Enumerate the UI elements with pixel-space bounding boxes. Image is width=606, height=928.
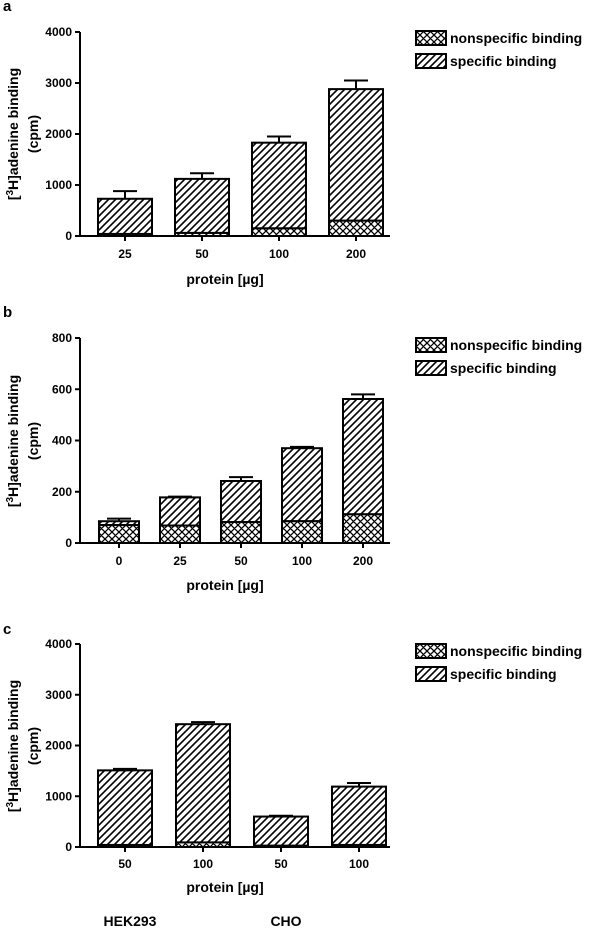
bar-specific xyxy=(342,397,384,516)
x-tick-label: 50 xyxy=(118,857,132,871)
y-tick-label: 800 xyxy=(52,331,72,345)
bar-nonspecific xyxy=(159,524,201,545)
legend-label-specific: specific binding xyxy=(450,666,557,682)
legend-swatch-specific xyxy=(415,53,447,69)
x-tick-label: 100 xyxy=(193,857,213,871)
bar-specific xyxy=(253,815,309,847)
x-axis-label: protein [µg] xyxy=(186,577,263,593)
panel-label: a xyxy=(3,0,12,15)
legend-label-specific: specific binding xyxy=(450,360,557,376)
y-tick-label: 200 xyxy=(52,485,72,499)
bar-specific xyxy=(281,447,323,523)
x-tick-label: 50 xyxy=(274,857,288,871)
x-axis-label: protein [µg] xyxy=(186,271,263,287)
legend-label-nonspecific: nonspecific binding xyxy=(450,337,582,353)
legend-swatch-nonspecific xyxy=(415,30,447,46)
bar-nonspecific xyxy=(253,844,309,849)
bar-nonspecific xyxy=(342,513,384,544)
panel-b: b 0 200 400 600 800 0 25 50 100 200 protein [µg] [3H… xyxy=(3,304,582,593)
legend-swatch-nonspecific xyxy=(415,337,447,353)
panel-label: b xyxy=(3,304,12,321)
y-axis-label-unit: (cpm) xyxy=(25,115,41,153)
legend-label-nonspecific: nonspecific binding xyxy=(450,30,582,46)
x-axis-label: protein [µg] xyxy=(186,879,263,895)
y-tick-label: 400 xyxy=(52,434,72,448)
x-tick-label: 50 xyxy=(195,247,209,261)
y-tick-label: 3000 xyxy=(45,76,72,90)
legend-swatch-nonspecific xyxy=(415,643,447,659)
bar-specific xyxy=(251,141,307,230)
group-label: HEK293 xyxy=(104,913,157,928)
x-tick-label: 100 xyxy=(292,554,312,568)
bar-nonspecific xyxy=(98,524,140,544)
y-tick-label: 3000 xyxy=(45,688,72,702)
bar-nonspecific xyxy=(97,843,153,848)
y-tick-label: 0 xyxy=(65,536,72,550)
y-axis-label-unit: (cpm) xyxy=(25,422,41,460)
bar-nonspecific xyxy=(328,219,384,237)
bar-nonspecific xyxy=(175,841,231,848)
x-tick-label: 0 xyxy=(116,554,123,568)
y-tick-label: 4000 xyxy=(45,637,72,651)
bar-specific xyxy=(328,88,384,222)
y-tick-label: 2000 xyxy=(45,739,72,753)
y-tick-label: 0 xyxy=(65,840,72,854)
y-tick-label: 1000 xyxy=(45,178,72,192)
bar-specific xyxy=(97,769,153,846)
y-axis-label: [3H]adenine binding xyxy=(5,680,21,812)
x-tick-label: 200 xyxy=(346,247,366,261)
y-axis-label: [3H]adenine binding xyxy=(5,375,21,507)
bar-specific xyxy=(97,197,153,235)
panel-c: c 0 1000 2000 3000 4000 50 100 50 100 protein [µg]… xyxy=(3,621,582,928)
group-label: CHO xyxy=(270,913,301,928)
bar-nonspecific xyxy=(331,843,387,848)
legend-swatch-specific xyxy=(415,360,447,376)
x-tick-label: 100 xyxy=(349,857,369,871)
y-tick-label: 600 xyxy=(52,382,72,396)
bar-specific xyxy=(174,177,230,234)
bar-nonspecific xyxy=(97,232,153,238)
legend-label-specific: specific binding xyxy=(450,53,557,69)
bar-specific xyxy=(331,785,387,846)
bar-nonspecific xyxy=(251,227,307,238)
bar-nonspecific xyxy=(281,520,323,544)
legend-label-nonspecific: nonspecific binding xyxy=(450,643,582,659)
panel-label: c xyxy=(3,621,11,638)
panel-a: a 0 1000 2000 3000 4000 25 50 100 200 protein [µg]… xyxy=(3,0,582,287)
x-tick-label: 25 xyxy=(118,247,132,261)
x-tick-label: 25 xyxy=(173,554,187,568)
bar-specific xyxy=(220,479,262,523)
y-tick-label: 0 xyxy=(65,229,72,243)
bar-nonspecific xyxy=(220,520,262,544)
x-tick-label: 200 xyxy=(353,554,373,568)
bar-specific xyxy=(159,496,201,527)
y-axis-label-unit: (cpm) xyxy=(25,727,41,765)
y-tick-label: 2000 xyxy=(45,127,72,141)
x-tick-label: 50 xyxy=(234,554,248,568)
x-tick-label: 100 xyxy=(269,247,289,261)
legend-swatch-specific xyxy=(415,666,447,682)
bar-nonspecific xyxy=(174,231,230,238)
y-axis-label: [3H]adenine binding xyxy=(5,68,21,200)
y-tick-label: 1000 xyxy=(45,789,72,803)
bar-specific xyxy=(175,723,231,844)
y-tick-label: 4000 xyxy=(45,25,72,39)
